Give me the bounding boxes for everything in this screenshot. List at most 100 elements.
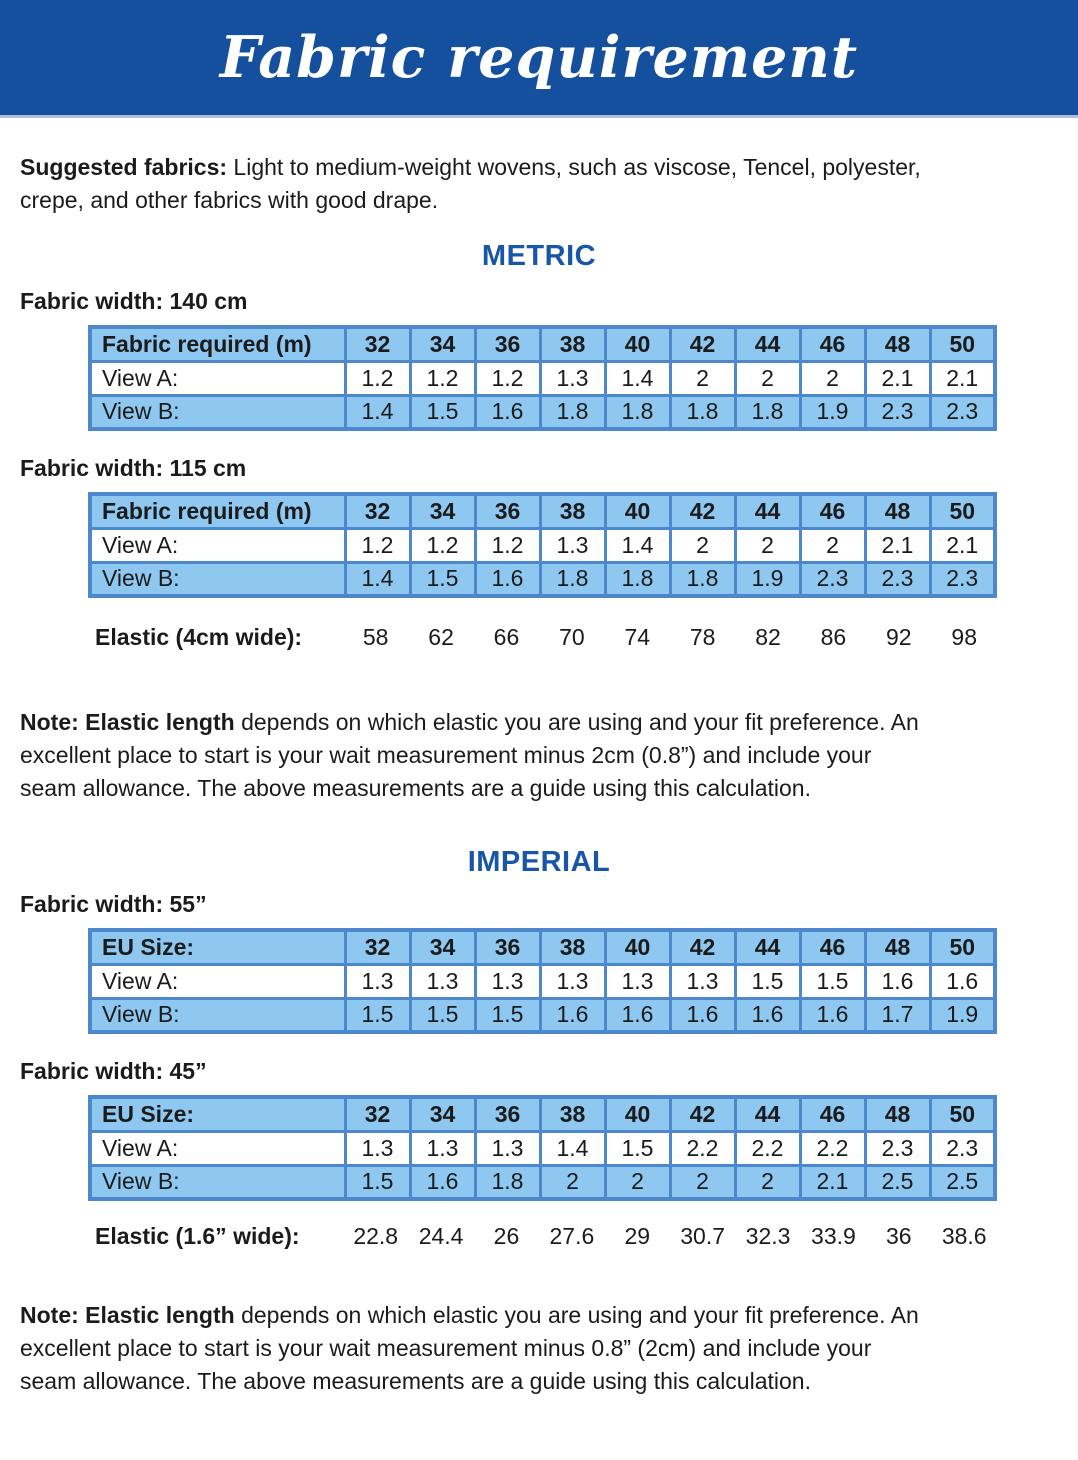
value-cell: 2.3: [863, 1129, 932, 1167]
size-header-cell: 40: [603, 928, 672, 966]
value-cell: 2.1: [928, 359, 997, 397]
size-header-cell: 32: [343, 325, 412, 363]
value-cell: 1.5: [343, 1163, 412, 1201]
table-header-row: EU Size: 32 34 36 38 40 42 44 46 48 50: [88, 1095, 997, 1133]
value-cell: 1.3: [668, 962, 737, 1000]
elastic-value: 78: [689, 624, 716, 650]
value-cell: 1.7: [863, 996, 932, 1034]
value-cell: 1.3: [408, 1129, 477, 1167]
value-cell: 1.8: [603, 560, 672, 598]
paragraph-line: seam allowance. The above measurements a…: [20, 1368, 811, 1394]
elastic-value: 98: [951, 624, 977, 650]
value-cell: 1.2: [408, 359, 477, 397]
fabric-table-45in: EU Size: 32 34 36 38 40 42 44 46 48 50 View A: 1.3 1.…: [88, 1095, 997, 1201]
value-cell: 2.2: [798, 1129, 867, 1167]
size-header-cell: 48: [863, 492, 932, 530]
size-header-cell: 38: [538, 492, 607, 530]
size-header-cell: 48: [863, 325, 932, 363]
table-header-label: EU Size:: [88, 928, 347, 966]
value-cell: 2: [668, 1163, 737, 1201]
metric-elastic-row: Elastic (4cm wide): 58 62 66 70 74 78 82 86 92 98: [88, 624, 997, 651]
value-cell: 1.3: [473, 962, 542, 1000]
size-header-cell: 40: [603, 492, 672, 530]
imperial-section: IMPERIAL Fabric width: 55” EU Size: 32 34 3…: [20, 846, 1058, 1398]
row-label-cell: View A:: [88, 1129, 347, 1167]
value-cell: 2.1: [863, 526, 932, 564]
value-cell: 2.3: [863, 393, 932, 431]
value-cell: 2.3: [928, 1129, 997, 1167]
size-header-cell: 34: [408, 1095, 477, 1133]
table-header-label: Fabric required (m): [88, 325, 347, 363]
value-cell: 1.6: [408, 1163, 477, 1201]
elastic-value: 66: [493, 624, 520, 650]
value-cell: 1.3: [343, 962, 412, 1000]
value-cell: 1.6: [473, 560, 542, 598]
size-header-cell: 42: [668, 1095, 737, 1133]
value-cell: 1.6: [603, 996, 672, 1034]
paragraph-line: depends on which elastic you are using a…: [234, 1302, 919, 1328]
value-cell: 2.3: [928, 560, 997, 598]
value-cell: 1.6: [473, 393, 542, 431]
suggested-fabrics-text: Suggested fabrics: Light to medium-weigh…: [20, 151, 1058, 217]
value-cell: 1.8: [603, 393, 672, 431]
size-header-cell: 42: [668, 325, 737, 363]
table-row: View B: 1.4 1.5 1.6 1.8 1.8 1.8 1.8 1.9 2.3 2.3: [88, 393, 997, 431]
elastic-value: 38.6: [941, 1223, 987, 1249]
value-cell: 2.5: [863, 1163, 932, 1201]
table-row: View B: 1.5 1.6 1.8 2 2 2 2 2.1 2.5 2.5: [88, 1163, 997, 1201]
value-cell: 1.5: [603, 1129, 672, 1167]
elastic-value: 62: [428, 624, 454, 650]
fabric-table-140cm: Fabric required (m) 32 34 36 38 40 42 44 46 48 50 V…: [88, 325, 997, 431]
size-header-cell: 34: [408, 325, 477, 363]
elastic-value: 22.8: [353, 1223, 399, 1249]
metric-note: Note: Elastic length depends on which el…: [20, 706, 1058, 805]
table-header-row: Fabric required (m) 32 34 36 38 40 42 44 46 48 50: [88, 492, 997, 530]
value-cell: 1.9: [733, 560, 802, 598]
size-header-cell: 36: [473, 928, 542, 966]
row-label-cell: View B:: [88, 996, 347, 1034]
value-cell: 1.8: [733, 393, 802, 431]
value-cell: 1.5: [733, 962, 802, 1000]
fabric-width-caption-115cm: Fabric width: 115 cm: [20, 455, 247, 481]
value-cell: 2: [798, 526, 867, 564]
value-cell: 1.3: [538, 359, 607, 397]
value-cell: 1.5: [408, 393, 477, 431]
value-cell: 1.4: [343, 393, 412, 431]
value-cell: 1.3: [538, 526, 607, 564]
value-cell: 2: [733, 526, 802, 564]
value-cell: 1.2: [408, 526, 477, 564]
value-cell: 1.3: [343, 1129, 412, 1167]
size-header-cell: 50: [928, 928, 997, 966]
value-cell: 1.6: [798, 996, 867, 1034]
value-cell: 1.4: [603, 526, 672, 564]
value-cell: 1.8: [668, 560, 737, 598]
size-header-cell: 38: [538, 325, 607, 363]
table-row: View B: 1.4 1.5 1.6 1.8 1.8 1.8 1.9 2.3 2.3 2.3: [88, 560, 997, 598]
size-header-cell: 50: [928, 325, 997, 363]
table-header-row: EU Size: 32 34 36 38 40 42 44 46 48 50: [88, 928, 997, 966]
row-label-cell: View A:: [88, 359, 347, 397]
elastic-value: 70: [559, 624, 585, 650]
value-cell: 2.5: [928, 1163, 997, 1201]
paragraph-lead: Suggested fabrics:: [20, 154, 228, 180]
elastic-value: 30.7: [680, 1223, 726, 1249]
size-header-cell: 48: [863, 1095, 932, 1133]
value-cell: 1.8: [538, 393, 607, 431]
size-header-cell: 44: [733, 325, 802, 363]
table-row: View A: 1.2 1.2 1.2 1.3 1.4 2 2 2 2.1 2.1: [88, 526, 997, 564]
value-cell: 1.5: [408, 560, 477, 598]
elastic-value: 82: [755, 624, 781, 650]
table-header-label: EU Size:: [88, 1095, 347, 1133]
fabric-width-caption-55in: Fabric width: 55”: [20, 891, 207, 917]
value-cell: 2: [668, 526, 737, 564]
size-header-cell: 34: [408, 492, 477, 530]
size-header-cell: 46: [798, 1095, 867, 1133]
size-header-cell: 50: [928, 1095, 997, 1133]
value-cell: 1.5: [343, 996, 412, 1034]
elastic-label: Elastic (4cm wide):: [95, 624, 303, 650]
metric-section: METRIC Fabric width: 140 cm Fabric requi…: [20, 240, 1058, 805]
size-header-cell: 34: [408, 928, 477, 966]
row-label-cell: View A:: [88, 962, 347, 1000]
elastic-value: 32.3: [745, 1223, 791, 1249]
elastic-value: 36: [886, 1223, 912, 1249]
